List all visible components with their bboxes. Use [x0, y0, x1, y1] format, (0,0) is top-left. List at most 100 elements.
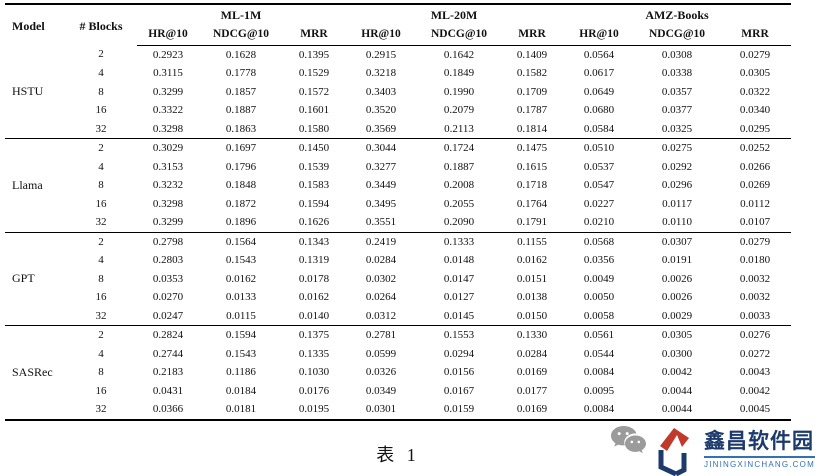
metric-value: 0.0547 [583, 179, 615, 191]
blocks-header: # Blocks [79, 18, 123, 33]
metric-value: 0.0026 [661, 291, 693, 303]
metric-value: 0.2923 [152, 48, 184, 61]
metric-value: 0.0107 [739, 216, 771, 228]
metric-value: 0.0326 [365, 366, 397, 378]
table-row: Llama 2 0.3029 0.1697 0.1450 0.3044 0.1724 0.14… [5, 138, 792, 232]
metric-value: 0.1572 [298, 85, 330, 98]
metric-value: 0.3115 [153, 67, 183, 79]
metric-value: 0.0284 [516, 347, 548, 360]
metric-value: 0.3403 [365, 85, 397, 98]
metric-header-mrr: MRR [283, 24, 346, 46]
metric-value: 0.0045 [739, 403, 771, 415]
metric-value: 0.0338 [661, 67, 693, 79]
metric-value: 0.0140 [298, 309, 330, 322]
metric-value: 0.0564 [583, 48, 615, 61]
metric-value: 0.2915 [365, 48, 397, 61]
metric-value: 0.1594 [199, 325, 283, 345]
metric-value: 0.1030 [298, 366, 330, 378]
blocks-value: 4 [98, 347, 104, 360]
blocks-value: 2 [65, 231, 137, 251]
blocks-value: 32 [95, 216, 107, 228]
metric-value: 0.0148 [443, 254, 475, 266]
metric-value: 0.3153 [152, 160, 184, 173]
metric-value: 0.0308 [661, 48, 693, 61]
metric-value: 0.2824 [137, 325, 199, 345]
metric-value: 0.0115 [226, 309, 256, 322]
dataset-header-amz-books: AMZ-Books [645, 8, 709, 22]
metric-value: 0.2055 [443, 197, 475, 210]
metric-value: 0.0162 [225, 272, 257, 285]
metric-header-mrr: MRR [501, 24, 564, 46]
metric-value: 0.0366 [152, 403, 184, 415]
blocks-value: 8 [98, 366, 104, 378]
metric-value: 0.3029 [137, 138, 199, 158]
metric-value: 0.0138 [516, 291, 548, 303]
metric-value: 0.2744 [152, 347, 184, 360]
metric-value: 0.0084 [583, 366, 615, 378]
metric-value: 0.0300 [661, 347, 693, 360]
metric-value: 0.0431 [152, 384, 184, 397]
metric-value: 0.0095 [583, 384, 615, 397]
metric-value: 0.0340 [739, 104, 771, 116]
metric-header-mrr: MRR [719, 24, 792, 46]
metric-value: 0.1409 [516, 48, 548, 61]
metric-value: 0.1450 [283, 138, 346, 158]
metric-value: 0.1791 [516, 216, 548, 228]
metric-value: 0.0561 [563, 325, 636, 345]
metric-value: 0.1796 [225, 160, 257, 173]
blocks-value: 8 [98, 179, 104, 191]
metric-value: 0.1343 [283, 231, 346, 251]
metric-value: 0.0302 [365, 272, 397, 285]
table-row: 32 0.3298 0.1863 0.1580 0.3569 0.2113 0.1814 0.… [5, 120, 791, 139]
metric-value: 0.0264 [365, 291, 397, 303]
results-table-body: HSTU 2 0.2923 0.1628 0.1395 0.2915 0.1642 0.140… [5, 45, 792, 420]
metric-value: 0.1564 [199, 231, 283, 251]
metric-value: 0.0191 [661, 254, 693, 266]
metric-value: 0.0305 [635, 325, 720, 345]
metric-value: 0.0178 [298, 272, 330, 285]
metric-value: 0.0162 [298, 291, 330, 303]
metric-value: 0.1319 [298, 254, 330, 266]
metric-value: 0.0294 [443, 347, 475, 360]
metric-value: 0.0325 [661, 122, 693, 135]
metric-value: 0.0295 [739, 122, 771, 135]
model-label: Llama [5, 138, 65, 232]
metric-value: 0.0356 [583, 254, 615, 266]
metric-value: 0.0195 [298, 403, 330, 415]
metric-value: 0.1896 [225, 216, 257, 228]
table-row: 16 0.0431 0.0184 0.0176 0.0349 0.0167 0.0177 0.… [5, 382, 791, 401]
metric-value: 0.1872 [225, 197, 257, 210]
metric-value: 0.0145 [443, 309, 475, 322]
table-row: 8 0.3232 0.1848 0.1583 0.3449 0.2008 0.1718 0.0… [5, 176, 791, 195]
blocks-value: 2 [65, 138, 137, 158]
metric-value: 0.1583 [298, 179, 330, 191]
metric-value: 0.0284 [365, 254, 397, 266]
metric-value: 0.0252 [719, 138, 792, 158]
metric-value: 0.0133 [225, 291, 257, 303]
site-name: 鑫昌软件园 [704, 430, 815, 458]
metric-value: 0.0266 [739, 160, 771, 173]
table-row: 8 0.0353 0.0162 0.0178 0.0302 0.0147 0.0151 0.0… [5, 270, 791, 289]
metric-value: 0.3277 [365, 160, 397, 173]
metric-value: 0.0156 [443, 366, 475, 378]
metric-value: 0.1553 [417, 325, 502, 345]
metric-value: 0.0307 [635, 231, 720, 251]
metric-value: 0.0276 [719, 325, 792, 345]
table-row: 4 0.3115 0.1778 0.1529 0.3218 0.1849 0.1582 0.0… [5, 64, 791, 83]
metric-value: 0.1724 [417, 138, 502, 158]
metric-value: 0.0049 [583, 272, 615, 285]
metric-value: 0.1863 [225, 122, 257, 135]
metric-value: 0.1543 [225, 347, 257, 360]
metric-value: 0.0544 [583, 347, 615, 360]
metric-header-ndcg10: NDCG@10 [199, 24, 283, 46]
blocks-value: 8 [98, 272, 104, 285]
metric-value: 0.1628 [225, 48, 257, 61]
metric-value: 0.3298 [152, 122, 184, 135]
table-row: 8 0.3299 0.1857 0.1572 0.3403 0.1990 0.1709 0.0… [5, 83, 791, 102]
metric-value: 0.0117 [662, 197, 692, 210]
metric-value: 0.1580 [298, 122, 330, 135]
metric-value: 0.3299 [152, 216, 184, 228]
blocks-value: 2 [65, 325, 137, 345]
table-row: 16 0.0270 0.0133 0.0162 0.0264 0.0127 0.0138 0.… [5, 288, 791, 307]
metric-value: 0.0227 [583, 197, 615, 210]
